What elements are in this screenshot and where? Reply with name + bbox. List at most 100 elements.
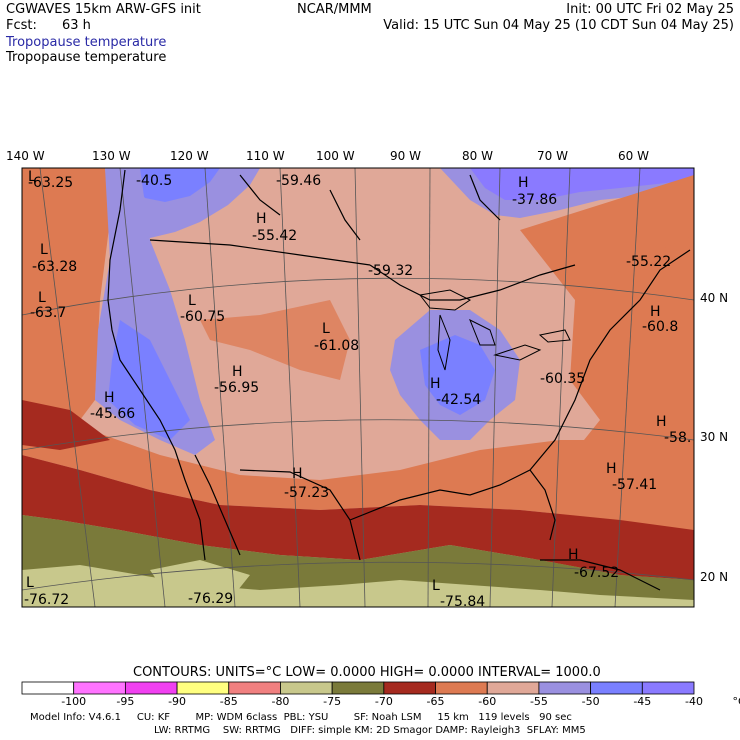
extrema-type-13: H bbox=[232, 364, 243, 380]
colorbar-swatch bbox=[21, 681, 75, 695]
band-60-atlantic bbox=[585, 235, 694, 430]
band-60-west bbox=[22, 168, 110, 420]
extrema-value-21: -76.72 bbox=[24, 592, 69, 608]
extrema-type-18: H bbox=[292, 466, 303, 482]
extrema-type-19: H bbox=[606, 461, 617, 477]
map-frame bbox=[21, 167, 695, 608]
colorbar-label: -55 bbox=[530, 695, 548, 708]
lon-label-90w: 90 W bbox=[390, 149, 421, 163]
extrema-type-12: L bbox=[322, 321, 330, 337]
colorbar-swatch bbox=[280, 681, 333, 695]
colorbar-label: -50 bbox=[582, 695, 600, 708]
extrema-value-14: -42.54 bbox=[436, 392, 481, 408]
lon-label-60w: 60 W bbox=[618, 149, 649, 163]
lat-label-30n: 30 N bbox=[700, 430, 728, 444]
colorbar-label: -70 bbox=[375, 695, 393, 708]
extrema-value-2: -40.5 bbox=[136, 173, 172, 189]
band-60-south bbox=[22, 410, 694, 530]
extrema-value-10: -60.75 bbox=[180, 309, 225, 325]
forecast-value: 63 h bbox=[62, 18, 91, 33]
extrema-value-11: -60.8 bbox=[642, 319, 678, 335]
lat-label-40n: 40 N bbox=[700, 291, 728, 305]
colorbar-swatch bbox=[641, 681, 695, 695]
colorbar-label: °C bbox=[733, 695, 740, 708]
extrema-type-14: H bbox=[430, 376, 441, 392]
model-info: Model Info: V4.6.1 CU: KF MP: WDM 6class… bbox=[30, 712, 572, 723]
extrema-type-5: H bbox=[256, 211, 267, 227]
extrema-value-19: -57.41 bbox=[612, 477, 657, 493]
lon-label-140w: 140 W bbox=[6, 149, 45, 163]
extrema-value-7: -59.32 bbox=[368, 263, 413, 279]
field-title-colored: Tropopause temperature bbox=[6, 35, 167, 50]
extrema-value-8: -55.22 bbox=[626, 254, 671, 270]
colorbar-label: -75 bbox=[323, 695, 341, 708]
colorbar-swatch bbox=[590, 681, 643, 695]
lon-label-70w: 70 W bbox=[537, 149, 568, 163]
colorbar-swatch bbox=[383, 681, 436, 695]
extrema-type-4: H bbox=[518, 175, 529, 191]
colorbar-label: -65 bbox=[427, 695, 445, 708]
grid-lines bbox=[22, 168, 694, 607]
extrema-value-23: -75.84 bbox=[440, 594, 485, 610]
extrema-value-1: -63.25 bbox=[28, 175, 73, 191]
colorbar-swatch bbox=[435, 681, 488, 695]
colorbar-swatch bbox=[73, 681, 126, 695]
extrema-value-13: -56.95 bbox=[214, 380, 259, 396]
colorbar-swatch bbox=[331, 681, 385, 695]
band-45-north bbox=[135, 168, 220, 202]
extrema-value-17: -58. bbox=[664, 430, 691, 446]
colorbar-label: -40 bbox=[685, 695, 703, 708]
colorbar-swatch bbox=[124, 681, 178, 695]
extrema-type-11: H bbox=[650, 304, 661, 320]
center-label: NCAR/MMM bbox=[297, 2, 372, 17]
extrema-type-23: L bbox=[432, 578, 440, 594]
extrema-value-9: -63.7 bbox=[30, 305, 66, 321]
band-45-west bbox=[108, 320, 190, 440]
init-time: Init: 00 UTC Fri 02 May 25 bbox=[566, 2, 734, 17]
band-65-pacific bbox=[22, 400, 110, 450]
extrema-value-22: -76.29 bbox=[188, 591, 233, 607]
extrema-type-17: H bbox=[656, 414, 667, 430]
colorbar-label: -80 bbox=[271, 695, 289, 708]
extrema-value-20: -67.52 bbox=[574, 565, 619, 581]
lon-label-130w: 130 W bbox=[92, 149, 131, 163]
colorbar-swatch bbox=[538, 681, 592, 695]
colorbar-label: -90 bbox=[168, 695, 186, 708]
color-bar: -100 -95 -90 -85 -80 -75 -70 -65 -60 -55 -50 -45 -40… bbox=[21, 681, 740, 708]
forecast-label: Fcst: bbox=[6, 18, 37, 33]
extrema-value-18: -57.23 bbox=[284, 485, 329, 501]
contour-info: CONTOURS: UNITS=°C LOW= 0.0000 HIGH= 0.0… bbox=[133, 665, 601, 680]
extrema-type-16: H bbox=[104, 390, 115, 406]
colorbar-swatch bbox=[228, 681, 281, 695]
valid-time: Valid: 15 UTC Sun 04 May 25 (10 CDT Sun … bbox=[383, 18, 734, 33]
band-45-central bbox=[420, 335, 495, 415]
extrema-type-21: L bbox=[26, 575, 34, 591]
extrema-type-20: H bbox=[568, 547, 579, 563]
extrema-value-6: -63.28 bbox=[32, 259, 77, 275]
band-65-south bbox=[22, 455, 694, 580]
extrema-value-12: -61.08 bbox=[314, 338, 359, 354]
lon-label-80w: 80 W bbox=[462, 149, 493, 163]
colorbar-label: -100 bbox=[61, 695, 86, 708]
extrema-labels: L -63.25 -40.5 -59.46 H -37.86 H -55.42 … bbox=[24, 169, 691, 610]
lon-label-100w: 100 W bbox=[316, 149, 355, 163]
model-title: CGWAVES 15km ARW-GFS init bbox=[6, 2, 201, 17]
coastline bbox=[107, 169, 691, 591]
extrema-type-6: L bbox=[40, 242, 48, 258]
extrema-value-16: -45.66 bbox=[90, 406, 135, 422]
extrema-value-4: -37.86 bbox=[512, 192, 557, 208]
colorbar-label: -45 bbox=[633, 695, 651, 708]
band-75-mexico bbox=[150, 560, 250, 600]
physics-info: LW: RRTMG SW: RRTMG DIFF: simple KM: 2D … bbox=[154, 725, 586, 736]
colorbar-swatch bbox=[486, 681, 540, 695]
colorbar-label: -95 bbox=[116, 695, 134, 708]
great-lakes bbox=[419, 289, 571, 371]
colorbar-label: -60 bbox=[478, 695, 496, 708]
band-60-plains bbox=[200, 300, 350, 380]
extrema-value-5: -55.42 bbox=[252, 228, 297, 244]
extrema-type-10: L bbox=[188, 293, 196, 309]
band-40-northeast bbox=[470, 168, 694, 200]
colorbar-label: -85 bbox=[220, 695, 238, 708]
lon-label-120w: 120 W bbox=[170, 149, 209, 163]
